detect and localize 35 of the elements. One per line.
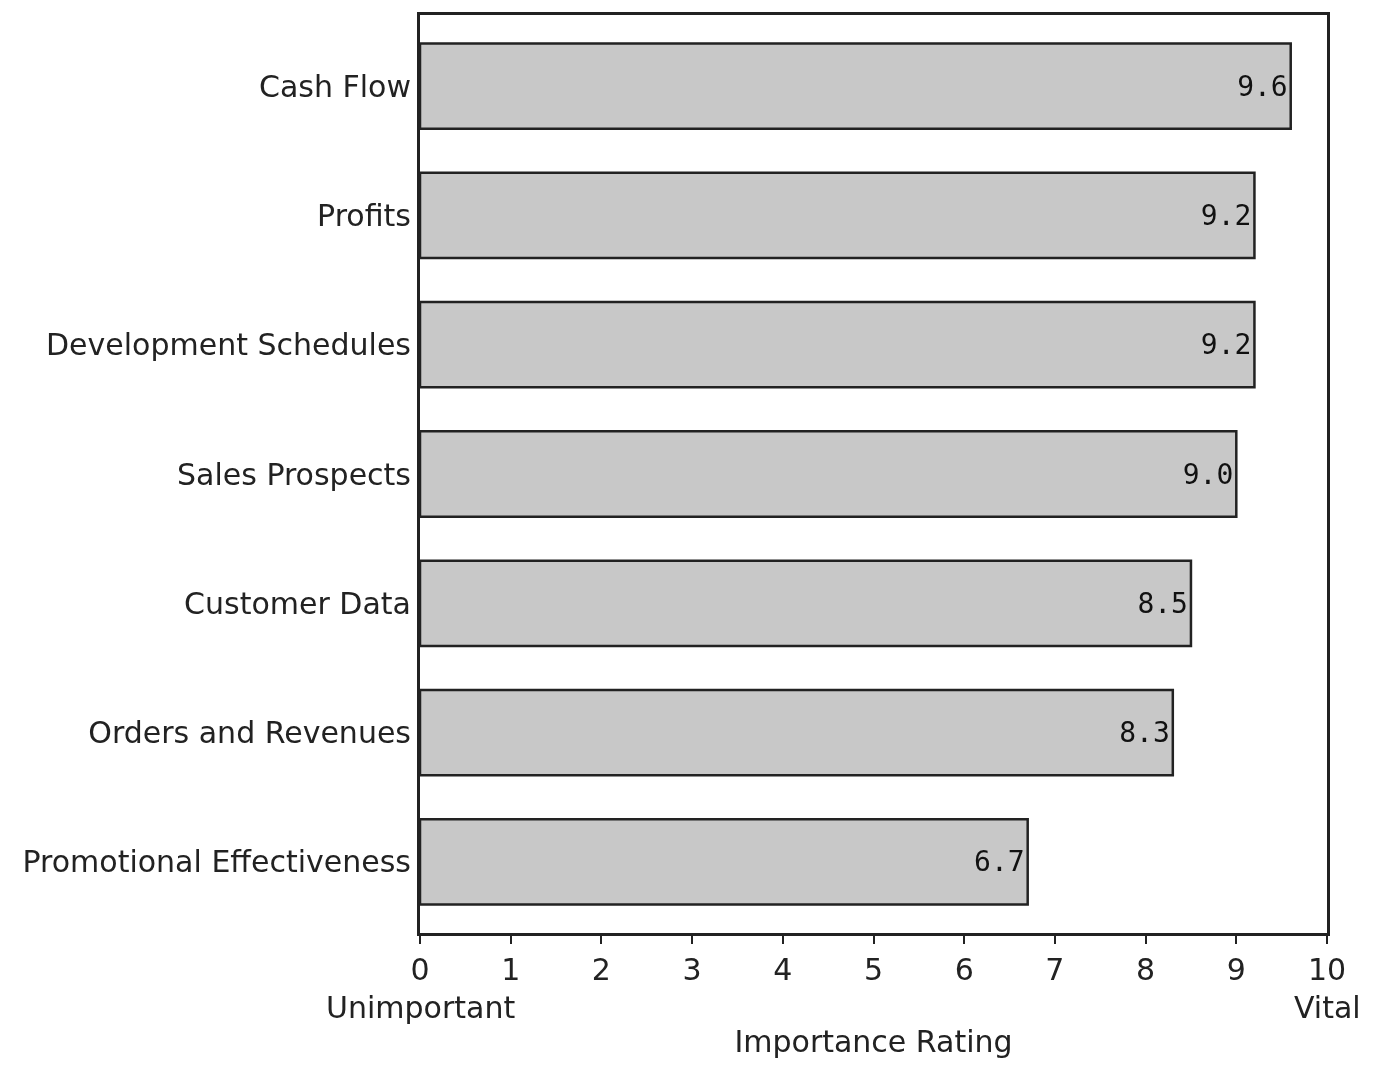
x-tick-label: 9	[1226, 952, 1246, 987]
text: Vital	[1294, 990, 1361, 1025]
x-axis-title: Importance Rating	[734, 1023, 1013, 1059]
bar	[420, 430, 1238, 518]
data-label: 9.2	[1200, 198, 1252, 232]
x-tick-label: 5	[863, 952, 884, 987]
x-tick-label: 6	[954, 952, 974, 987]
y-tick-label: Sales Prospects	[177, 456, 411, 492]
y-tick-label: Profits	[317, 197, 411, 233]
data-label: 9.0	[1182, 457, 1234, 491]
y-tick-label: Promotional Effectiveness	[22, 844, 411, 880]
bar	[420, 817, 1029, 906]
x-tick-label: 8	[1136, 952, 1156, 987]
data-label: 8.5	[1137, 586, 1188, 620]
bar	[420, 300, 1256, 389]
bar	[420, 42, 1292, 131]
text: Unimportant	[326, 990, 516, 1025]
data-label: 9.6	[1237, 69, 1288, 103]
x-tick-label: 2	[591, 952, 611, 987]
bar	[420, 559, 1193, 648]
x-tick-label: 1	[501, 952, 521, 987]
bar	[420, 688, 1175, 777]
bar	[420, 171, 1256, 260]
y-tick-label: Orders and Revenues	[88, 715, 411, 751]
x-tick-label: 3	[682, 952, 702, 987]
x-tick-label: 10	[1307, 952, 1347, 987]
y-tick-label: Cash Flow	[259, 68, 411, 104]
x-tick-label: 0	[410, 952, 430, 987]
data-label: 6.7	[974, 845, 1025, 879]
x-tick-label: 7	[1045, 952, 1065, 987]
y-tick-label: Customer Data	[184, 585, 411, 621]
data-label: 9.2	[1200, 328, 1252, 362]
x-tick-label: 4	[773, 952, 793, 987]
data-label: 8.3	[1119, 716, 1170, 750]
y-tick-label: Development Schedules	[46, 327, 411, 363]
